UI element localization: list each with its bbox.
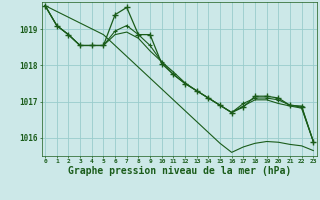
- X-axis label: Graphe pression niveau de la mer (hPa): Graphe pression niveau de la mer (hPa): [68, 166, 291, 176]
